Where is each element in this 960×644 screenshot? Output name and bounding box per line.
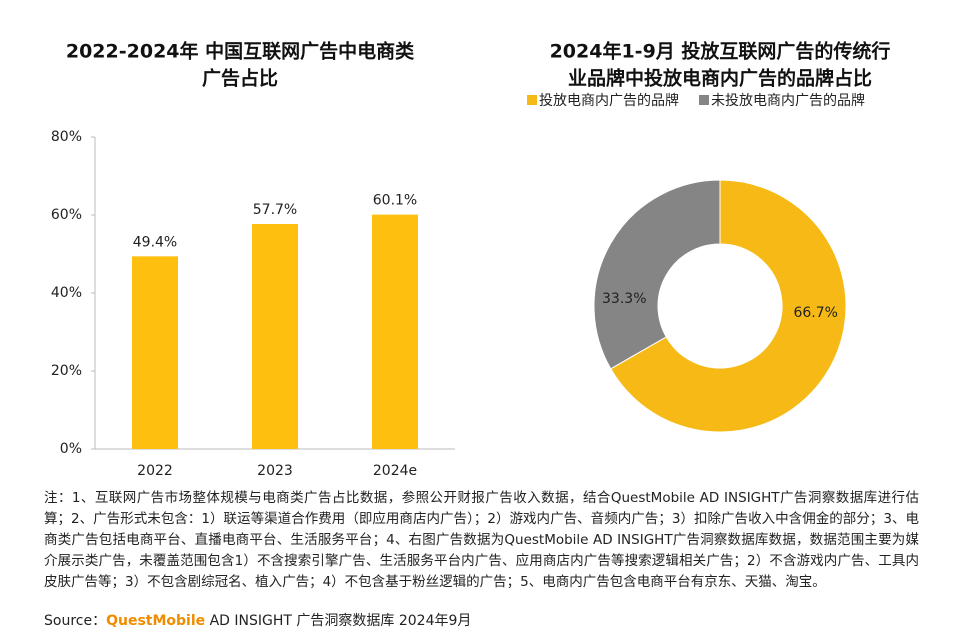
legend-swatch	[699, 95, 709, 105]
donut-slice	[610, 179, 847, 433]
x-tick-label: 2023	[257, 463, 293, 479]
chart-title: 2024年1-9月 投放互联网广告的传统行	[550, 40, 891, 63]
y-tick-label: 60%	[51, 207, 82, 223]
data-label: 57.7%	[253, 202, 297, 218]
legend-swatch	[527, 95, 537, 105]
y-tick-label: 80%	[51, 129, 82, 145]
bar	[252, 223, 298, 449]
legend-label: 投放电商内广告的品牌	[539, 92, 679, 109]
source: Source：QuestMobile AD INSIGHT 广告洞察数据库 20…	[44, 610, 471, 630]
data-label: 49.4%	[133, 234, 177, 250]
bar	[372, 214, 418, 449]
chart-title: 广告占比	[202, 67, 278, 90]
x-tick-label: 2022	[137, 463, 173, 479]
chart-title: 2022-2024年 中国互联网广告中电商类	[66, 40, 414, 63]
donut-slice	[593, 179, 721, 370]
source-brand: QuestMobile	[106, 613, 206, 629]
y-tick-label: 20%	[51, 363, 82, 379]
source-label: Source：	[44, 613, 107, 629]
data-label: 60.1%	[373, 193, 417, 209]
bar	[132, 256, 178, 449]
legend-label: 未投放电商内广告的品牌	[711, 92, 865, 109]
source-rest: AD INSIGHT 广告洞察数据库 2024年9月	[205, 613, 472, 629]
data-label: 33.3%	[602, 291, 646, 307]
y-tick-label: 0%	[60, 441, 82, 457]
x-tick-label: 2024e	[373, 463, 417, 479]
y-tick-label: 40%	[51, 285, 82, 301]
chart-title: 业品牌中投放电商内广告的品牌占比	[568, 67, 872, 90]
data-label: 66.7%	[793, 305, 837, 321]
note: 注：1、互联网广告市场整体规模与电商类广告占比数据，参照公开财报广告收入数据，结…	[44, 490, 919, 590]
